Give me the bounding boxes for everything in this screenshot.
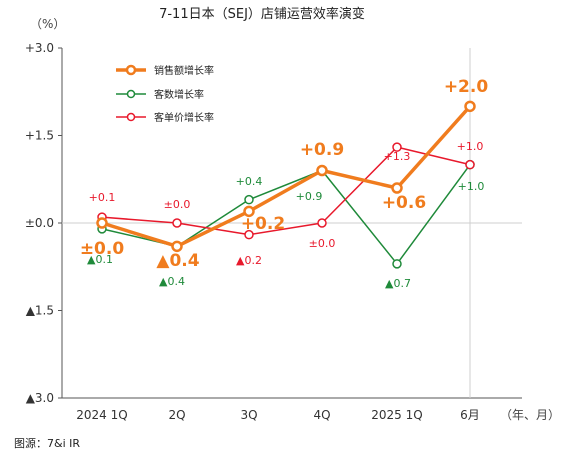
data-label: ±0.0 — [164, 198, 191, 211]
data-point — [392, 142, 402, 152]
data-label: ▲0.1 — [87, 253, 113, 266]
y-tick-label: +3.0 — [25, 41, 54, 55]
data-label: ±0.0 — [309, 237, 336, 250]
data-point — [464, 100, 476, 113]
data-label: +0.1 — [89, 191, 116, 204]
legend-swatch-marker — [125, 64, 137, 76]
data-label: +1.0 — [458, 180, 485, 193]
data-label: ▲0.7 — [385, 277, 411, 290]
data-label: ▲0.2 — [236, 254, 262, 267]
data-label: ▲0.4 — [156, 251, 199, 271]
legend-label: 销售额增长率 — [154, 64, 214, 77]
x-tick-label: 2025 1Q — [371, 408, 422, 422]
x-tick-label: 3Q — [240, 408, 257, 422]
data-label: +0.6 — [382, 193, 426, 213]
data-label: +1.3 — [384, 150, 411, 163]
data-point — [243, 205, 255, 218]
data-point — [392, 259, 402, 269]
data-label: +2.0 — [444, 77, 489, 97]
data-point — [244, 229, 254, 240]
source-note: 图源：7&i IR — [14, 436, 80, 450]
data-point — [244, 194, 254, 205]
data-label: ±0.0 — [80, 239, 125, 259]
y-axis-unit: （%） — [30, 17, 65, 31]
x-axis-unit: （年、月） — [500, 408, 560, 422]
data-label: +0.9 — [296, 190, 323, 203]
data-label: ▲0.4 — [159, 275, 185, 288]
data-point — [391, 182, 403, 194]
x-tick-label: 2Q — [168, 408, 185, 422]
y-tick-label: ±0.0 — [25, 216, 54, 230]
x-tick-label: 2024 1Q — [76, 408, 127, 422]
data-point — [465, 159, 475, 170]
series-line — [101, 105, 472, 249]
y-tick-label: ▲3.0 — [26, 391, 54, 405]
chart-title: 7-11日本（SEJ）店铺运营效率演变 — [159, 6, 365, 22]
data-label: +0.2 — [241, 214, 285, 234]
series-line — [101, 146, 471, 236]
data-point — [316, 164, 328, 177]
y-tick-label: +1.5 — [25, 129, 54, 143]
y-tick-label: ▲1.5 — [26, 304, 54, 318]
plot-area: +3.0 +1.5 ±0.0 ▲1.5 ▲3.0 2024 1Q 2Q 3Q 4Q 2025 1Q… — [25, 41, 522, 422]
legend-label: 客单价增长率 — [154, 111, 214, 124]
data-label: +1.0 — [457, 140, 484, 153]
x-tick-label: 6月 — [460, 408, 480, 422]
data-point — [171, 240, 183, 253]
x-tick-label: 4Q — [313, 408, 330, 422]
data-point — [317, 218, 327, 228]
data-point — [172, 218, 182, 228]
data-label: +0.9 — [300, 140, 344, 160]
data-label: +0.4 — [236, 175, 263, 188]
legend-label: 客数增长率 — [154, 88, 204, 101]
series-line — [101, 164, 471, 265]
data-point — [96, 217, 108, 229]
legend-swatch-marker — [126, 112, 136, 122]
legend-swatch-marker — [126, 89, 136, 99]
